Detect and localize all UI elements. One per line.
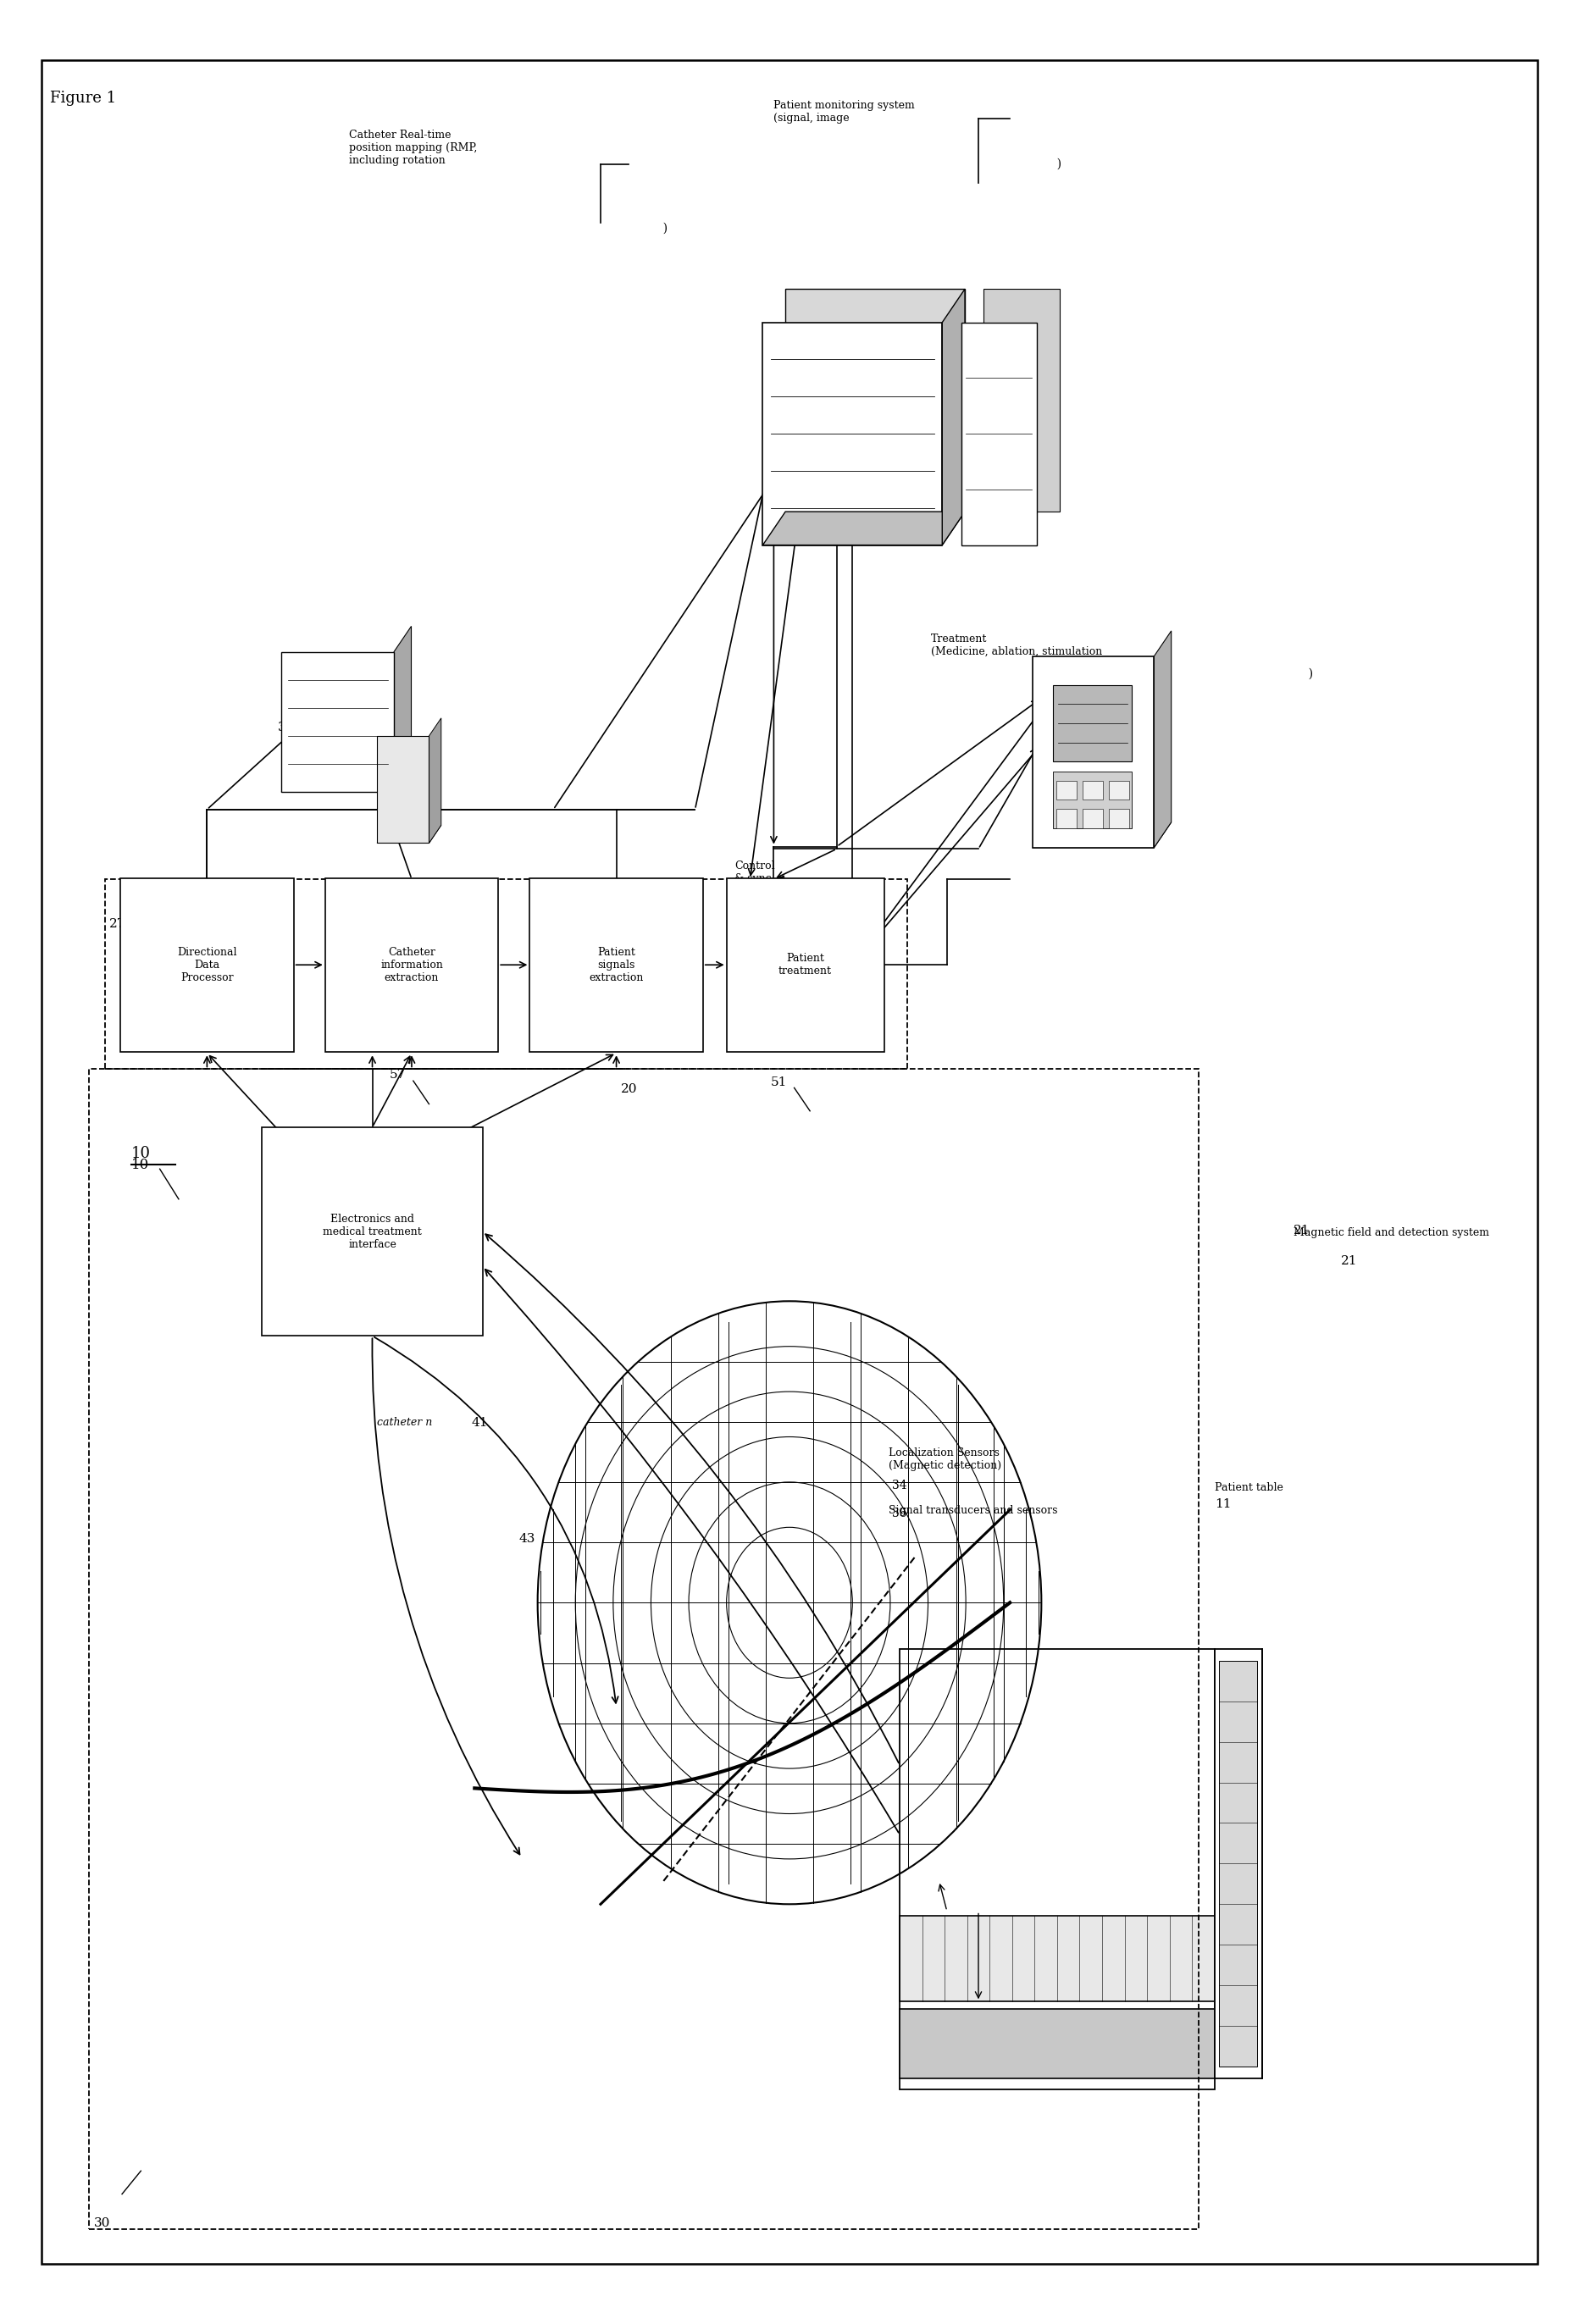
Polygon shape bbox=[377, 825, 441, 844]
Text: ): ) bbox=[655, 223, 668, 235]
FancyBboxPatch shape bbox=[962, 323, 1037, 546]
Text: Treatment
(Medicine, ablation, stimulation: Treatment (Medicine, ablation, stimulati… bbox=[932, 632, 1102, 658]
Text: Magnetic field and detection system: Magnetic field and detection system bbox=[1293, 1227, 1489, 1239]
Text: Patient table: Patient table bbox=[1214, 1483, 1284, 1492]
FancyBboxPatch shape bbox=[785, 288, 965, 511]
FancyBboxPatch shape bbox=[1053, 686, 1132, 762]
Text: Patient
treatment: Patient treatment bbox=[778, 953, 832, 976]
Bar bbox=[104, 878, 908, 1069]
FancyBboxPatch shape bbox=[120, 878, 294, 1053]
FancyBboxPatch shape bbox=[262, 1127, 483, 1336]
Text: 20: 20 bbox=[621, 1083, 638, 1095]
Text: 10: 10 bbox=[131, 1157, 150, 1171]
Text: catheter 1: catheter 1 bbox=[425, 1297, 480, 1308]
Text: 27: 27 bbox=[109, 918, 126, 930]
Text: ): ) bbox=[1050, 158, 1061, 170]
Polygon shape bbox=[281, 767, 411, 792]
Text: Catheter Real-time
position mapping (RMP,
including rotation: Catheter Real-time position mapping (RMP… bbox=[349, 130, 477, 167]
Text: Patient monitoring system
(signal, image: Patient monitoring system (signal, image bbox=[774, 100, 914, 123]
Text: 30: 30 bbox=[93, 2217, 111, 2229]
Text: Catheter
information
extraction: Catheter information extraction bbox=[381, 946, 444, 983]
Text: 19: 19 bbox=[837, 346, 853, 358]
Text: 17: 17 bbox=[1101, 727, 1118, 739]
Polygon shape bbox=[943, 288, 965, 546]
Text: Signal transducers and sensors: Signal transducers and sensors bbox=[889, 1506, 1058, 1515]
Polygon shape bbox=[1154, 630, 1172, 848]
Text: Control
& sync: Control & sync bbox=[734, 860, 775, 883]
FancyBboxPatch shape bbox=[1083, 809, 1102, 830]
Text: 11: 11 bbox=[1214, 1499, 1232, 1511]
Polygon shape bbox=[763, 511, 965, 546]
Bar bbox=[900, 2008, 1214, 2078]
Text: 34: 34 bbox=[892, 1480, 906, 1492]
Text: ): ) bbox=[1301, 667, 1314, 681]
FancyBboxPatch shape bbox=[1108, 781, 1129, 799]
Polygon shape bbox=[1033, 823, 1172, 848]
Text: Electronics and
medical treatment
interface: Electronics and medical treatment interf… bbox=[322, 1213, 422, 1250]
Text: 51: 51 bbox=[771, 1076, 786, 1088]
FancyBboxPatch shape bbox=[763, 323, 943, 546]
Bar bbox=[900, 1915, 1214, 2001]
FancyBboxPatch shape bbox=[1056, 781, 1077, 799]
Text: 36: 36 bbox=[892, 1508, 906, 1520]
Bar bbox=[88, 1069, 1198, 2229]
Text: catheter n: catheter n bbox=[377, 1418, 433, 1429]
FancyBboxPatch shape bbox=[726, 878, 884, 1053]
FancyBboxPatch shape bbox=[281, 651, 393, 792]
Bar bbox=[1214, 1650, 1262, 2078]
FancyBboxPatch shape bbox=[325, 878, 499, 1053]
Text: 41: 41 bbox=[472, 1418, 488, 1429]
FancyBboxPatch shape bbox=[529, 878, 703, 1053]
Text: 21: 21 bbox=[1293, 1225, 1311, 1236]
Polygon shape bbox=[393, 625, 411, 792]
Text: 43: 43 bbox=[519, 1534, 535, 1545]
Text: 21: 21 bbox=[1341, 1255, 1356, 1267]
Text: Localization Sensors
(Magnetic detection): Localization Sensors (Magnetic detection… bbox=[889, 1448, 1001, 1471]
FancyBboxPatch shape bbox=[1053, 772, 1132, 830]
Text: Patient
signals
extraction: Patient signals extraction bbox=[589, 946, 644, 983]
FancyBboxPatch shape bbox=[1056, 809, 1077, 830]
FancyBboxPatch shape bbox=[1083, 781, 1102, 799]
FancyBboxPatch shape bbox=[1033, 655, 1154, 848]
FancyBboxPatch shape bbox=[984, 288, 1060, 511]
Text: Directional
Data
Processor: Directional Data Processor bbox=[177, 946, 237, 983]
Text: 39: 39 bbox=[278, 720, 294, 732]
FancyBboxPatch shape bbox=[1108, 809, 1129, 830]
Text: 57: 57 bbox=[390, 1069, 406, 1081]
Text: 10: 10 bbox=[131, 1146, 152, 1162]
Text: Figure 1: Figure 1 bbox=[49, 91, 115, 105]
FancyBboxPatch shape bbox=[377, 737, 429, 844]
Bar bbox=[900, 1650, 1214, 2089]
Bar bbox=[1219, 1662, 1257, 2066]
Polygon shape bbox=[429, 718, 441, 844]
Text: 47: 47 bbox=[279, 1190, 295, 1202]
